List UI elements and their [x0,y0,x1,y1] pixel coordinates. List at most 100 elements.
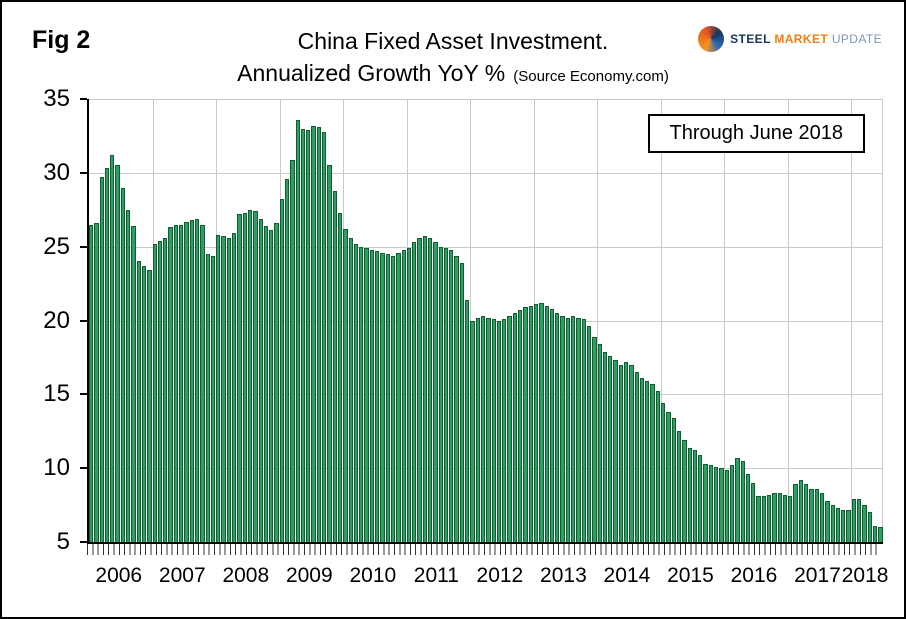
bar [237,214,242,542]
bar [592,336,597,542]
bar [666,412,671,542]
bar [872,525,878,542]
gridline-x [787,99,789,542]
source-note: (Source Economy.com) [513,68,669,85]
x-axis-month-ticks [87,544,881,555]
bar [491,319,496,542]
bar [486,317,491,542]
y-tick-mark [80,467,87,470]
bar [173,224,179,542]
bar [94,223,99,542]
bar [661,403,666,542]
bar [470,320,475,542]
bar [655,391,661,542]
bar [576,317,581,542]
y-tick-mark [80,98,87,100]
bar [152,243,157,542]
chart-subtitle-text: Annualized Growth YoY % [237,60,506,86]
bar [819,493,825,542]
gridline-x [724,99,726,542]
bar [878,527,883,542]
y-tick-mark [80,541,87,543]
gridline-y [89,320,883,322]
bar [502,319,507,542]
bar [126,209,131,542]
bar [645,381,650,542]
logo-word-steel: STEEL [730,32,771,46]
x-tick-label: 2009 [285,564,333,587]
bar [618,364,623,542]
x-tick-label: 2011 [413,564,459,587]
bar [147,270,152,542]
bar [210,255,216,542]
bar [306,130,311,542]
bar [549,308,555,542]
bar [586,326,592,542]
bar [480,316,486,542]
bar [200,224,205,542]
bar [163,237,168,542]
y-tick-label: 35 [43,85,70,112]
logo-word-market: MARKET [774,32,829,46]
y-tick-label: 5 [56,528,70,555]
bar [639,378,645,542]
bar [396,252,401,542]
bar [851,499,857,542]
bar [539,302,544,542]
bar [507,316,512,542]
y-tick-label: 15 [43,380,70,408]
bar [629,364,634,542]
bar [682,440,687,542]
bar [247,209,253,542]
bar [465,299,470,542]
bar [772,493,777,542]
logo-globe-icon [698,26,725,52]
x-tick-label: 2017 [794,564,841,587]
bar [777,493,782,542]
bar [412,242,417,542]
bar [740,460,745,542]
bar [433,242,438,542]
bar [751,482,756,542]
bar [290,159,295,542]
gridline-x-right-edge [882,99,883,542]
bar [496,320,502,542]
bar [295,119,300,542]
bar [449,249,454,542]
bar [428,237,433,542]
bar [263,226,269,542]
gridline-y [89,394,883,396]
bar [343,228,348,542]
bar [565,317,571,542]
x-tick-label: 2014 [603,564,651,587]
bar [380,252,385,542]
bar [692,450,698,542]
x-axis: 2006 2007 2008 2009 2010 2011 2012 2013 2014 2015… [87,560,888,590]
bar [571,316,576,542]
bar [745,474,751,542]
bar [406,248,412,542]
x-tick-label: 2018 [841,564,889,587]
chart-title: China Fixed Asset Investment. [297,28,609,54]
bar [830,505,835,542]
bar [459,262,465,542]
bar [724,469,729,542]
x-tick-label: 2015 [667,564,714,587]
bar [120,187,126,542]
bar [311,125,316,542]
y-tick-mark [80,393,87,396]
y-tick-label: 10 [43,454,70,482]
bar [528,305,533,542]
bar [676,431,682,542]
bar [650,384,655,542]
bar [862,505,867,542]
bar [814,488,819,542]
bar [322,131,327,542]
bar [253,211,258,542]
bar [809,488,814,542]
bar [533,304,539,542]
bar [184,221,189,542]
bar [857,499,862,542]
bar [274,223,279,542]
bar [703,463,708,542]
